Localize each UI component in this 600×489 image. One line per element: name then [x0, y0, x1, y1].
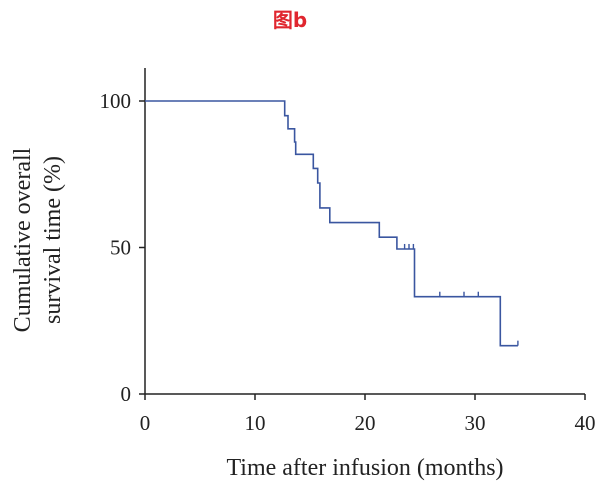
y-axis-label-line-1: Cumulative overall: [10, 147, 36, 332]
x-axis-ticks: 0 10 20 30 40: [140, 394, 596, 435]
x-tick-label: 30: [465, 411, 486, 435]
chart-title: 图b: [273, 8, 307, 32]
axes: [144, 68, 585, 395]
x-tick-label: 40: [575, 411, 596, 435]
y-tick-label: 50: [110, 236, 131, 260]
x-tick-label: 20: [355, 411, 376, 435]
survival-curve: [145, 100, 518, 347]
y-tick-label: 100: [100, 89, 132, 113]
x-tick-label: 0: [140, 411, 151, 435]
y-axis-ticks: 0 50 100: [100, 89, 145, 406]
x-tick-label: 10: [245, 411, 266, 435]
y-axis-label-line-2: survival time (%): [40, 156, 66, 324]
y-axis-label-group: Cumulative overall survival time (%): [10, 147, 66, 332]
y-tick-label: 0: [121, 382, 132, 406]
series-layer: [145, 100, 519, 347]
x-axis-label: Time after infusion (months): [226, 455, 503, 481]
